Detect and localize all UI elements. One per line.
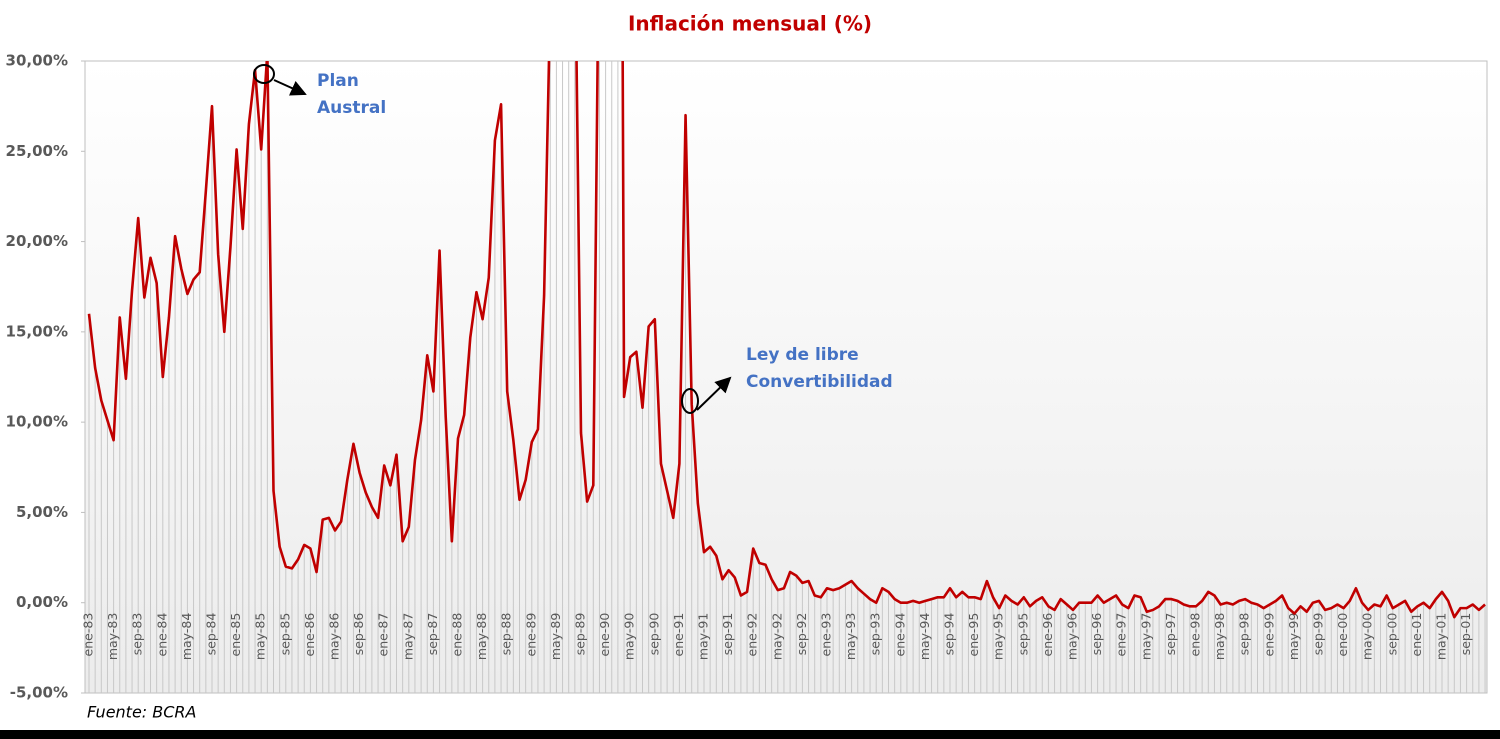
annotation-arrow <box>696 376 732 411</box>
x-tick-label: sep-86 <box>351 613 366 656</box>
x-tick-label: sep-88 <box>499 613 514 656</box>
plot-area <box>84 60 1488 694</box>
x-tick-label: may-91 <box>696 613 711 660</box>
x-tick-label: may-83 <box>105 613 120 660</box>
x-tick-label: may-99 <box>1286 613 1301 660</box>
x-tick-label: may-84 <box>179 613 194 660</box>
x-tick-label: sep-00 <box>1384 613 1399 656</box>
x-tick-label: sep-93 <box>868 613 883 656</box>
y-tick-label: 25,00% <box>6 142 68 160</box>
annotation-circle <box>253 64 275 84</box>
x-tick-label: sep-96 <box>1089 613 1104 656</box>
x-tick-label: sep-90 <box>646 613 661 656</box>
x-tick-label: ene-84 <box>154 613 169 657</box>
x-tick-label: ene-94 <box>892 613 907 657</box>
y-tick-label: 10,00% <box>6 413 68 431</box>
x-tick-label: sep-87 <box>425 613 440 656</box>
x-tick-label: ene-88 <box>450 613 465 657</box>
x-tick-label: sep-91 <box>720 613 735 656</box>
chart-title: Inflación mensual (%) <box>628 12 872 36</box>
annotation: Ley de libre <box>746 345 859 365</box>
annotation-arrow <box>273 79 307 96</box>
annotation: Convertibilidad <box>746 372 893 392</box>
x-tick-label: may-87 <box>400 613 415 660</box>
x-tick-label: ene-99 <box>1261 613 1276 657</box>
x-tick-label: sep-94 <box>942 613 957 656</box>
x-tick-label: ene-96 <box>1040 613 1055 657</box>
x-tick-label: may-96 <box>1065 613 1080 660</box>
x-tick-label: sep-92 <box>794 613 809 656</box>
x-tick-label: may-92 <box>769 613 784 660</box>
x-tick-label: ene-90 <box>597 613 612 657</box>
bottom-bar <box>0 730 1500 739</box>
x-tick-label: may-93 <box>843 613 858 660</box>
x-tick-label: ene-00 <box>1335 613 1350 657</box>
x-tick-label: sep-84 <box>204 613 219 656</box>
x-tick-label: may-00 <box>1360 613 1375 660</box>
y-tick-label: 15,00% <box>6 322 68 340</box>
x-tick-label: ene-91 <box>671 613 686 657</box>
x-tick-label: may-85 <box>253 613 268 660</box>
y-tick-label: 5,00% <box>16 503 68 521</box>
annotation: Austral <box>317 98 386 118</box>
x-tick-label: may-89 <box>548 613 563 660</box>
annotation: Plan <box>317 71 359 91</box>
x-tick-label: sep-85 <box>277 613 292 656</box>
x-tick-label: ene-89 <box>523 613 538 657</box>
x-tick-label: ene-83 <box>81 613 96 657</box>
y-tick-label: -5,00% <box>10 684 68 702</box>
x-tick-label: sep-89 <box>573 613 588 656</box>
x-tick-label: sep-97 <box>1163 613 1178 656</box>
x-tick-label: may-88 <box>474 613 489 660</box>
x-tick-label: sep-98 <box>1237 613 1252 656</box>
x-tick-label: may-90 <box>622 613 637 660</box>
x-tick-label: sep-95 <box>1015 613 1030 656</box>
x-tick-label: may-97 <box>1138 613 1153 660</box>
x-tick-label: may-94 <box>917 613 932 660</box>
x-tick-label: ene-85 <box>228 613 243 657</box>
x-tick-label: may-86 <box>327 613 342 660</box>
x-tick-label: may-98 <box>1212 613 1227 660</box>
annotation-circle <box>681 388 699 414</box>
y-tick-label: 30,00% <box>6 52 68 70</box>
x-tick-label: ene-87 <box>376 613 391 657</box>
y-tick-label: 20,00% <box>6 232 68 250</box>
x-tick-label: ene-92 <box>745 613 760 657</box>
x-tick-label: may-95 <box>991 613 1006 660</box>
x-tick-label: ene-95 <box>966 613 981 657</box>
y-tick-label: 0,00% <box>16 593 68 611</box>
x-tick-label: sep-83 <box>130 613 145 656</box>
x-tick-label: ene-93 <box>819 613 834 657</box>
x-tick-label: ene-86 <box>302 613 317 657</box>
x-tick-label: ene-98 <box>1188 613 1203 657</box>
x-tick-label: ene-97 <box>1114 613 1129 657</box>
source: Fuente: BCRA <box>87 703 196 722</box>
series-line <box>87 61 1486 619</box>
x-tick-label: sep-99 <box>1311 613 1326 656</box>
x-tick-label: may-01 <box>1434 613 1449 660</box>
x-tick-label: ene-01 <box>1409 613 1424 657</box>
x-tick-label: sep-01 <box>1458 613 1473 656</box>
